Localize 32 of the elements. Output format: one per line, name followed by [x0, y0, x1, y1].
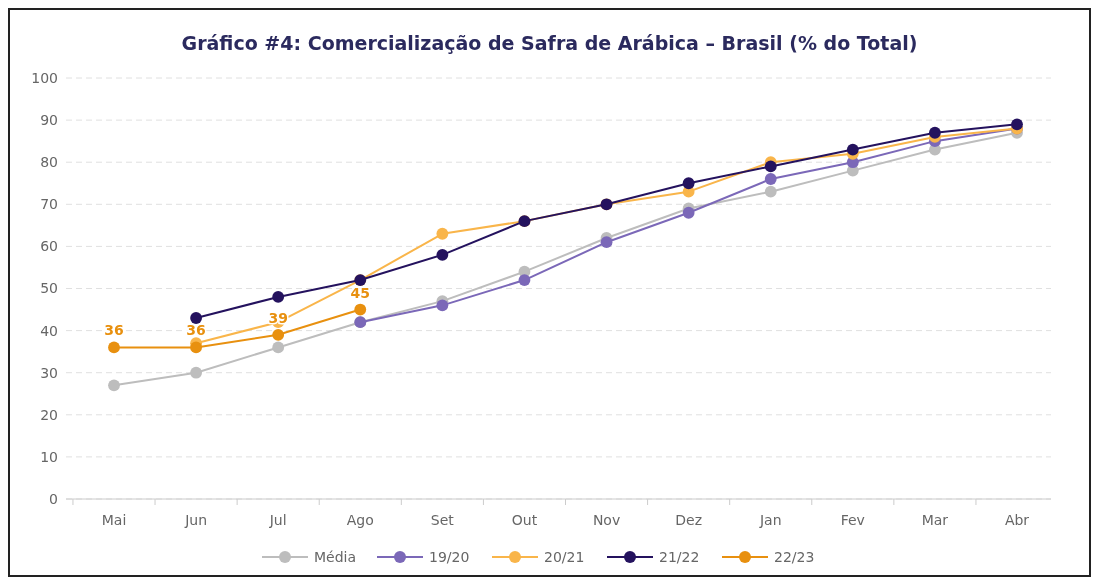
legend-label: 19/20	[429, 548, 470, 565]
x-tick-label: Fev	[840, 512, 865, 528]
y-tick-label: 0	[49, 490, 58, 507]
y-tick-label: 90	[40, 112, 58, 128]
y-tick-label: 20	[40, 406, 58, 423]
legend-label: Média	[314, 548, 357, 565]
legend-label: 20/21	[544, 548, 585, 565]
x-tick-label: Dez	[675, 512, 703, 528]
data-label: 36	[186, 322, 206, 339]
x-tick-label: Jul	[268, 512, 287, 528]
x-tick-label: Out	[511, 512, 538, 528]
y-tick-label: 60	[40, 238, 58, 255]
y-tick-label: 50	[40, 280, 58, 297]
y-tick-label: 70	[40, 196, 58, 213]
x-tick-label: Ago	[346, 512, 374, 528]
y-tick-label: 30	[40, 364, 58, 381]
y-tick-label: 80	[40, 154, 58, 171]
data-label: 45	[350, 284, 371, 301]
legend-label: 21/22	[659, 548, 700, 565]
x-tick-label: Jan	[758, 512, 782, 528]
x-tick-label: Mai	[101, 512, 127, 528]
x-tick-label: Nov	[592, 512, 621, 528]
y-tick-label: 100	[31, 69, 58, 86]
x-tick-label: Set	[430, 512, 455, 528]
y-tick-label: 10	[40, 448, 58, 465]
chart-title: Gráfico #4: Comercialização de Safra de Arábica – Brasil (% do Total)	[181, 32, 918, 54]
x-tick-label: Abr	[1004, 512, 1030, 528]
x-tick-label: Mar	[921, 512, 949, 528]
data-label: 36	[104, 322, 124, 339]
y-tick-label: 40	[40, 322, 58, 339]
x-tick-label: Jun	[184, 512, 208, 528]
legend-label: 22/23	[774, 548, 815, 565]
